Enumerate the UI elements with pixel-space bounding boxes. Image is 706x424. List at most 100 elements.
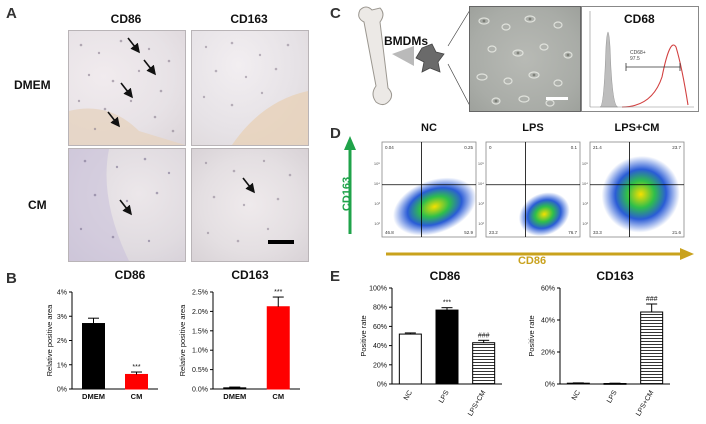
- y-axis-label: Positive rate: [359, 315, 368, 356]
- x-tick-label: CM: [131, 392, 143, 401]
- y-tick-label: 0%: [377, 382, 387, 389]
- panel-a-arrow-overlay: [107, 37, 294, 244]
- significance-mark: ***: [132, 364, 140, 371]
- quadrant-ul-value: 21.4: [593, 145, 602, 150]
- x-tick-label: NC: [571, 390, 582, 402]
- flow-y-tick-label: 10⁵: [582, 161, 588, 166]
- quadrant-ur-value: 0.25: [464, 145, 473, 150]
- flow-cytometry-panel: CD163 NC 0.04 0.25 46.8 52.9 10² 10³ 10⁴ 10⁵ LPS 0 0…: [341, 122, 694, 266]
- histogram-title: CD68: [624, 12, 655, 26]
- significance-mark: ###: [478, 332, 490, 339]
- significance-mark: ***: [274, 289, 282, 296]
- chart-e-cd163: 0% 20% 40% 60% Positive rate NC LPS ### LPS+CM: [527, 286, 670, 417]
- y-tick-label: 1%: [57, 362, 67, 369]
- arrow-icon: [127, 37, 140, 54]
- histogram-gate-value: 97.5: [630, 56, 640, 62]
- femur-bone-icon: [358, 6, 393, 106]
- quadrant-ll-value: 46.8: [385, 230, 394, 235]
- bmdm-label: BMDMs: [384, 34, 428, 48]
- panel-letter-d: D: [330, 125, 341, 142]
- flow-y-tick-label: 10⁴: [582, 181, 588, 186]
- y-axis-label: Relative positive area: [45, 304, 54, 377]
- quadrant-lr-value: 76.7: [568, 230, 577, 235]
- y-tick-label: 4%: [57, 290, 67, 297]
- x-tick-label: LPS+CM: [467, 389, 487, 417]
- arrow-head-icon: [680, 248, 694, 260]
- y-tick-label: 60%: [373, 324, 387, 331]
- quadrant-ur-value: 23.7: [672, 145, 681, 150]
- significance-mark: ***: [443, 300, 451, 307]
- panel-letter-b: B: [6, 270, 17, 287]
- cd68-peak: [621, 44, 689, 108]
- flow-plot-title: NC: [421, 122, 437, 134]
- ihc-texture: [69, 149, 171, 261]
- y-tick-label: 0.0%: [192, 387, 208, 394]
- flow-y-tick-label: 10⁴: [478, 181, 484, 186]
- chart-b-cd163: 0.0% 0.5% 1.0% 1.5% 2.0% 2.5% Relative positiv…: [178, 289, 300, 401]
- bar-lps: [435, 309, 459, 385]
- y-tick-label: 1.0%: [192, 348, 208, 355]
- ihc-image-dmem-cd163: [191, 30, 309, 146]
- panel-a-col-title-cd163: CD163: [230, 12, 268, 26]
- quadrant-ll-value: 23.2: [489, 230, 498, 235]
- bar-cm: [125, 373, 148, 390]
- bar-cm: [266, 306, 290, 390]
- quadrant-ul-value: 0.04: [385, 145, 394, 150]
- density-cloud: [601, 155, 680, 233]
- y-tick-label: 2.0%: [192, 309, 208, 316]
- chart-e1-title: CD86: [429, 269, 461, 283]
- y-tick-label: 0%: [57, 387, 67, 394]
- arrow-icon: [242, 177, 255, 194]
- flow-y-tick-label: 10³: [478, 201, 484, 206]
- bar-lps-cm: [640, 311, 664, 385]
- y-tick-label: 3%: [57, 314, 67, 321]
- density-cloud: [518, 192, 570, 237]
- flow-plot-title: LPS: [522, 122, 543, 134]
- panel-a-col-title-cd86: CD86: [110, 12, 142, 26]
- histogram-plot: [589, 11, 694, 108]
- density-cloud: [393, 177, 477, 236]
- chart-b1-title: CD86: [114, 268, 146, 282]
- bar-dmem: [82, 323, 105, 390]
- arrow-icon: [120, 82, 133, 99]
- panel-letter-a: A: [6, 5, 17, 22]
- micrograph-scale-bar: [546, 97, 568, 100]
- arrow-icon: [143, 59, 156, 76]
- panel-a-row-label-cm: CM: [28, 198, 47, 212]
- x-tick-label: CM: [272, 392, 284, 401]
- scale-bar: [268, 240, 294, 244]
- y-tick-label: 20%: [541, 350, 555, 357]
- arrow-icon: [119, 199, 132, 216]
- panel-letter-e: E: [330, 268, 341, 285]
- x-tick-label: LPS+CM: [635, 389, 655, 417]
- y-tick-label: 100%: [369, 286, 387, 293]
- arrow-icon: [107, 111, 120, 128]
- quadrant-lr-value: 52.9: [464, 230, 473, 235]
- quadrant-ll-value: 33.3: [593, 230, 602, 235]
- y-tick-label: 1.5%: [192, 328, 208, 335]
- y-tick-label: 40%: [373, 343, 387, 350]
- bar-dmem: [223, 387, 247, 390]
- y-tick-label: 60%: [541, 286, 555, 293]
- y-axis-label: Relative positive area: [178, 304, 187, 377]
- bar-lps-cm: [472, 342, 496, 385]
- ihc-texture: [69, 39, 185, 145]
- chart-b-cd86: 0% 1% 2% 3% 4%Relative positive area DMEM *** C…: [45, 290, 158, 401]
- chart-e2-title: CD163: [596, 269, 634, 283]
- cd86-axis-label: CD86: [518, 255, 546, 266]
- flow-y-tick-label: 10⁵: [478, 161, 484, 166]
- x-tick-label: DMEM: [82, 392, 105, 401]
- chart-b2-title: CD163: [231, 268, 269, 282]
- y-tick-label: 40%: [541, 318, 555, 325]
- arrow-head-icon: [344, 136, 356, 150]
- y-tick-label: 0%: [545, 382, 555, 389]
- flow-y-tick-label: 10³: [582, 201, 588, 206]
- y-tick-label: 2%: [57, 338, 67, 345]
- x-tick-label: LPS: [606, 389, 619, 404]
- flow-y-tick-label: 10³: [374, 201, 380, 206]
- x-tick-label: NC: [403, 390, 414, 402]
- cd68-histogram: [581, 6, 699, 112]
- significance-mark: ###: [646, 296, 658, 303]
- quadrant-lr-value: 21.6: [672, 230, 681, 235]
- panel-a-row-label-dmem: DMEM: [14, 78, 51, 92]
